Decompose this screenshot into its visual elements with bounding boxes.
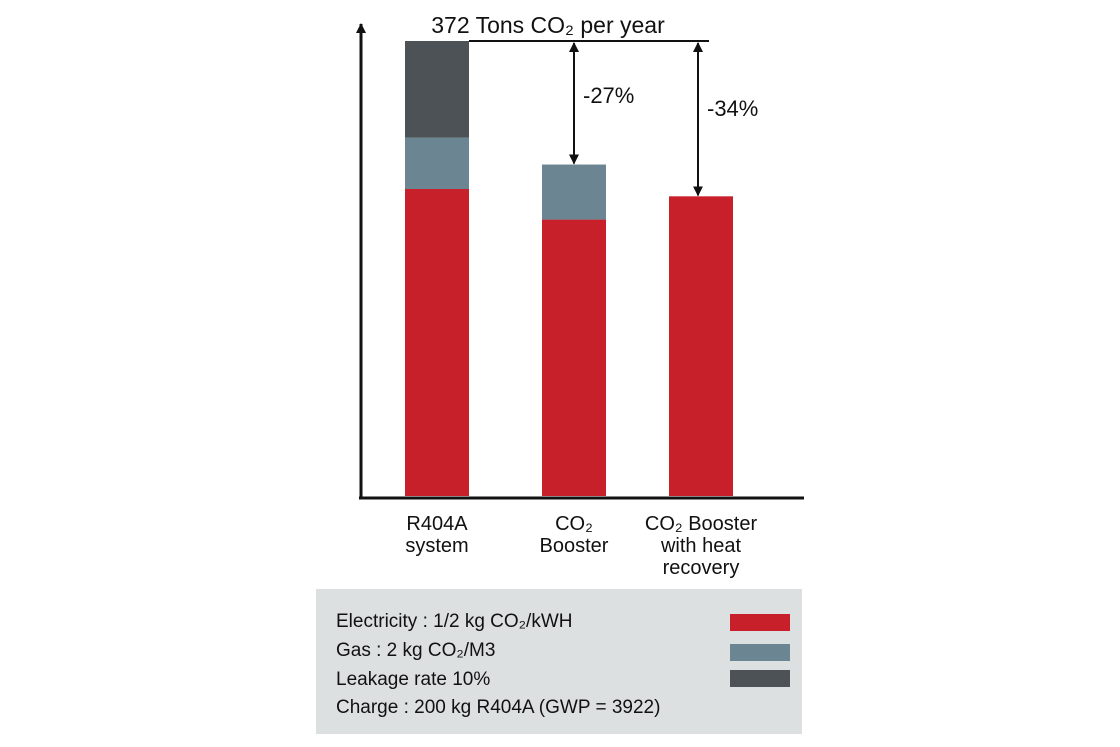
reduction-label-2: -34% (707, 96, 758, 121)
bar-1-gas (405, 137, 469, 189)
legend-item-leakage: Leakage rate 10% (336, 669, 491, 690)
legend-item-gas: Gas : 2 kg CO₂/M3 (336, 640, 496, 661)
legend-swatch-gas (730, 644, 790, 661)
x-tick-label-1: R404A system (405, 513, 468, 557)
bar-1-electricity (405, 188, 469, 496)
legend-swatch-electricity (730, 614, 790, 631)
x-tick-label-3: CO₂ Booster with heat recovery (645, 513, 758, 579)
bar-2-electricity (542, 219, 606, 497)
x-tick-label-2: CO₂ Booster (540, 513, 609, 557)
bar-3-electricity (669, 196, 733, 496)
chart-title: 372 Tons CO₂ per year (431, 12, 665, 38)
legend-item-electricity: Electricity : 1/2 kg CO₂/kWH (336, 611, 573, 632)
legend-swatch-leakage (730, 670, 790, 687)
reduction-label-1: -27% (583, 83, 634, 108)
legend-item-charge: Charge : 200 kg R404A (GWP = 3922) (336, 697, 661, 718)
bar-1-leakage-rate-10 (405, 41, 469, 138)
legend: Electricity : 1/2 kg CO₂/kWH Gas : 2 kg … (316, 589, 802, 734)
bar-2-gas (542, 164, 606, 220)
